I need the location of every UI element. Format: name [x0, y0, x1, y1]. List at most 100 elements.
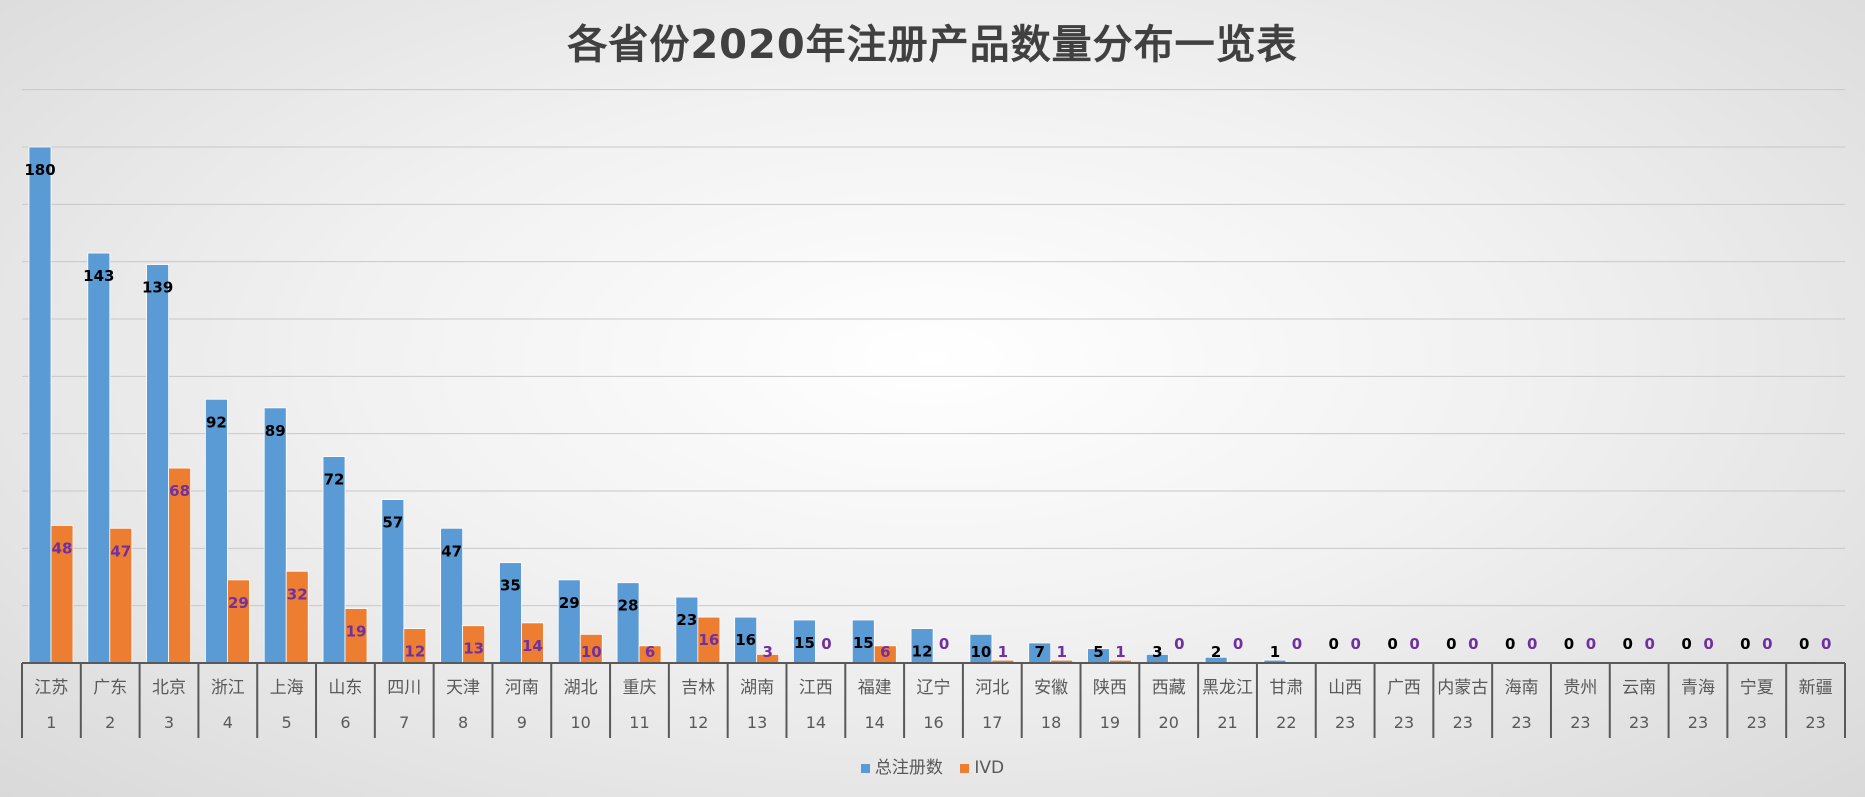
bar-total	[616, 582, 640, 664]
data-label-total: 0	[1446, 635, 1456, 653]
tick-label-province: 湖南	[740, 678, 774, 698]
tick-label-rank: 23	[1570, 713, 1590, 732]
data-label-ivd: 10	[581, 643, 602, 661]
tick-label-rank: 20	[1159, 713, 1179, 732]
bar-total	[28, 146, 52, 664]
data-label-ivd: 0	[1645, 635, 1655, 653]
data-label-total: 23	[676, 611, 697, 629]
data-label-ivd: 19	[346, 623, 367, 641]
data-label-total: 0	[1387, 635, 1397, 653]
data-label-total: 15	[853, 634, 874, 652]
tick-label-province: 北京	[152, 678, 186, 698]
legend-item-total: 总注册数	[860, 753, 943, 778]
data-label-ivd: 0	[1351, 635, 1361, 653]
tick-label-rank: 11	[629, 713, 649, 732]
data-label-ivd: 0	[1233, 635, 1243, 653]
tick-label-province: 上海	[270, 678, 304, 698]
data-label-ivd: 14	[522, 637, 543, 655]
data-label-total: 2	[1211, 643, 1221, 661]
data-label-ivd: 6	[880, 643, 890, 661]
data-label-ivd: 12	[404, 643, 425, 661]
bar-total	[675, 596, 699, 664]
tick-label-province: 广东	[93, 678, 127, 698]
data-label-ivd: 6	[645, 643, 655, 661]
tick-label-rank: 22	[1276, 713, 1296, 732]
chart-title: 各省份2020年注册产品数量分布一览表	[567, 22, 1298, 68]
data-label-ivd: 1	[1056, 643, 1066, 661]
tick-label-province: 云南	[1622, 678, 1656, 698]
data-label-ivd: 32	[287, 585, 308, 603]
legend-item-ivd: IVD	[960, 758, 1004, 778]
data-label-ivd: 0	[1409, 635, 1419, 653]
data-label-ivd: 0	[1703, 635, 1713, 653]
bars	[28, 146, 1287, 664]
data-label-total: 7	[1034, 643, 1044, 661]
tick-label-province: 青海	[1681, 678, 1715, 698]
tick-label-rank: 8	[458, 713, 468, 732]
tick-label-rank: 9	[517, 713, 527, 732]
tick-label-province: 新疆	[1799, 678, 1833, 698]
data-label-ivd: 13	[463, 640, 484, 658]
tick-label-province: 山西	[1328, 678, 1362, 698]
tick-label-rank: 12	[688, 713, 708, 732]
bar-total	[87, 252, 111, 664]
data-label-ivd: 16	[698, 631, 719, 649]
data-label-total: 0	[1681, 635, 1691, 653]
data-label-ivd: 0	[1527, 635, 1537, 653]
data-label-total: 0	[1564, 635, 1574, 653]
tick-label-rank: 23	[1747, 713, 1767, 732]
tick-label-province: 湖北	[564, 678, 598, 698]
bar-total	[205, 398, 228, 664]
data-label-ivd: 0	[939, 635, 949, 653]
legend-label-total: 总注册数	[874, 758, 943, 778]
data-label-total: 10	[970, 643, 991, 661]
data-label-total: 92	[206, 413, 227, 431]
tick-label-province: 黑龙江	[1202, 678, 1253, 698]
bar-total	[263, 407, 287, 664]
tick-label-rank: 18	[1041, 713, 1061, 732]
data-label-ivd: 3	[762, 643, 772, 661]
data-label-total: 139	[142, 279, 173, 297]
data-label-ivd: 0	[821, 635, 831, 653]
gridlines	[22, 89, 1845, 607]
tick-label-rank: 1	[46, 713, 56, 732]
tick-label-province: 贵州	[1563, 678, 1597, 698]
tick-label-rank: 23	[1629, 713, 1649, 732]
tick-label-province: 河南	[505, 678, 539, 698]
tick-label-province: 陕西	[1093, 678, 1127, 698]
tick-label-province: 海南	[1505, 678, 1539, 698]
tick-label-province: 山东	[328, 678, 362, 698]
data-label-total: 0	[1505, 635, 1515, 653]
data-label-ivd: 0	[1762, 635, 1772, 653]
tick-label-province: 内蒙古	[1437, 678, 1488, 698]
data-label-ivd: 0	[1821, 635, 1831, 653]
data-label-total: 0	[1329, 635, 1339, 653]
tick-label-rank: 23	[1335, 713, 1355, 732]
tick-label-province: 辽宁	[917, 678, 951, 698]
tick-label-rank: 21	[1217, 713, 1237, 732]
data-label-ivd: 68	[169, 482, 190, 500]
data-label-total: 47	[441, 542, 462, 560]
data-label-total: 143	[83, 267, 114, 285]
tick-label-province: 重庆	[622, 678, 656, 698]
tick-label-rank: 4	[223, 713, 233, 732]
data-label-ivd: 0	[1174, 635, 1184, 653]
legend: 总注册数 IVD	[0, 753, 1865, 778]
tick-label-rank: 16	[923, 713, 943, 732]
tick-label-rank: 23	[1805, 713, 1825, 732]
tick-label-province: 安徽	[1034, 678, 1068, 698]
data-label-ivd: 1	[998, 643, 1008, 661]
tick-label-province: 西藏	[1152, 678, 1186, 698]
tick-label-rank: 23	[1394, 713, 1414, 732]
tick-label-province: 甘肃	[1269, 678, 1303, 698]
tick-label-province: 天津	[446, 678, 480, 698]
tick-label-rank: 17	[982, 713, 1002, 732]
tick-label-province: 江苏	[34, 678, 68, 698]
data-label-total: 0	[1623, 635, 1633, 653]
data-label-ivd: 0	[1586, 635, 1596, 653]
data-label-total: 3	[1152, 643, 1162, 661]
tick-label-rank: 5	[282, 713, 292, 732]
data-label-total: 0	[1799, 635, 1809, 653]
data-label-total: 12	[912, 643, 933, 661]
data-label-total: 57	[382, 514, 403, 532]
